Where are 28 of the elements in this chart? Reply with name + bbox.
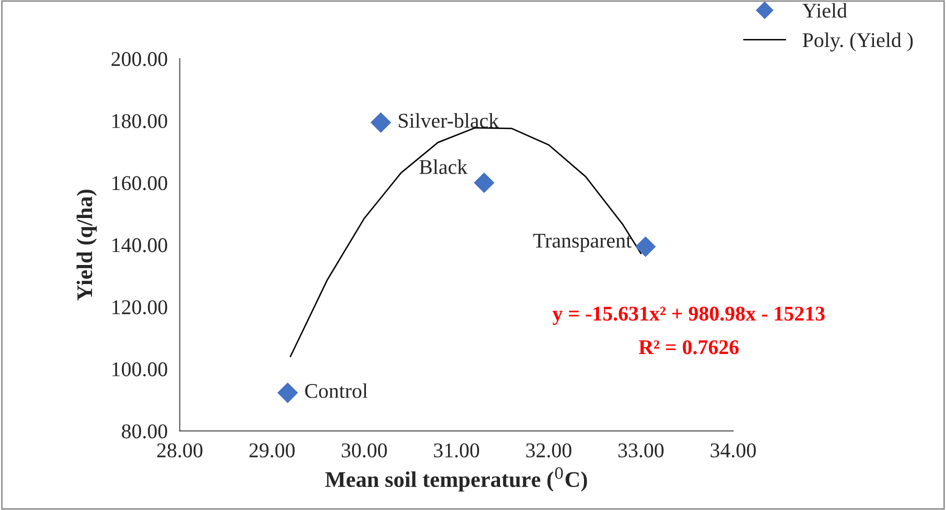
- x-tick-label: 32.00: [526, 443, 572, 458]
- point: [474, 172, 494, 194]
- x-tick-label: 31.00: [434, 443, 480, 458]
- y-tick-label: 160.00: [112, 176, 168, 190]
- x-tick-label: 30.00: [342, 443, 387, 458]
- annotation: R² = 0.7626: [638, 340, 739, 354]
- y-tick-label: 80.00: [122, 424, 168, 438]
- point: [370, 112, 392, 133]
- annotation: Silver-black: [398, 113, 499, 128]
- annotation: Control: [305, 383, 368, 398]
- legend-label: Poly. (Yield ): [802, 32, 913, 52]
- x-tick-label: 34.00: [710, 443, 756, 458]
- legend-label: Yield: [802, 3, 848, 18]
- y-axis-title: Yield (q/ha): [76, 190, 97, 300]
- annotation: y = -15.631x² + 980.98x - 15213: [552, 306, 825, 325]
- y-tick-label: 200.00: [112, 52, 168, 66]
- x-tick-label: 28.00: [157, 443, 202, 458]
- y-tick-label: 100.00: [112, 362, 168, 376]
- annotation: Transparent: [533, 234, 632, 252]
- x-axis-title: Mean soil temperature ($^{0}$C): [325, 467, 587, 492]
- point: [635, 236, 656, 257]
- annotation: Black: [419, 159, 468, 174]
- y-tick-label: 180.00: [112, 114, 168, 128]
- x-tick-label: 33.00: [618, 443, 664, 458]
- y-tick-label: 120.00: [112, 300, 168, 314]
- point: [277, 382, 298, 404]
- y-tick-label: 140.00: [112, 238, 168, 252]
- x-tick-label: 29.00: [249, 443, 295, 458]
